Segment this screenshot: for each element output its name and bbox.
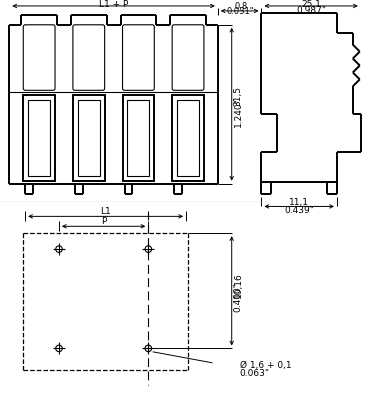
Text: 1.240": 1.240" <box>234 97 243 127</box>
Bar <box>23 95 55 181</box>
Text: P: P <box>101 217 106 226</box>
Text: 0.439": 0.439" <box>284 206 314 215</box>
Bar <box>122 95 154 181</box>
Bar <box>73 95 105 181</box>
Text: 0,8: 0,8 <box>234 2 247 12</box>
Text: 0.031": 0.031" <box>227 7 254 16</box>
Text: 31,5: 31,5 <box>234 86 243 106</box>
Text: 10,16: 10,16 <box>234 272 243 298</box>
Text: L1: L1 <box>100 207 111 216</box>
Text: 0.400": 0.400" <box>234 282 243 312</box>
Bar <box>172 95 204 181</box>
FancyBboxPatch shape <box>172 25 204 90</box>
Bar <box>78 100 100 176</box>
Text: 0.063": 0.063" <box>239 369 270 378</box>
FancyBboxPatch shape <box>73 25 105 90</box>
Text: 11,1: 11,1 <box>289 198 309 207</box>
Bar <box>127 100 149 176</box>
Text: L1 + P: L1 + P <box>99 0 128 10</box>
Text: 0.987": 0.987" <box>296 6 326 16</box>
Text: Ø 1,6 + 0,1: Ø 1,6 + 0,1 <box>239 361 291 370</box>
Bar <box>177 100 199 176</box>
Text: 25,1: 25,1 <box>301 0 321 10</box>
FancyBboxPatch shape <box>23 25 55 90</box>
Bar <box>28 100 50 176</box>
FancyBboxPatch shape <box>122 25 154 90</box>
